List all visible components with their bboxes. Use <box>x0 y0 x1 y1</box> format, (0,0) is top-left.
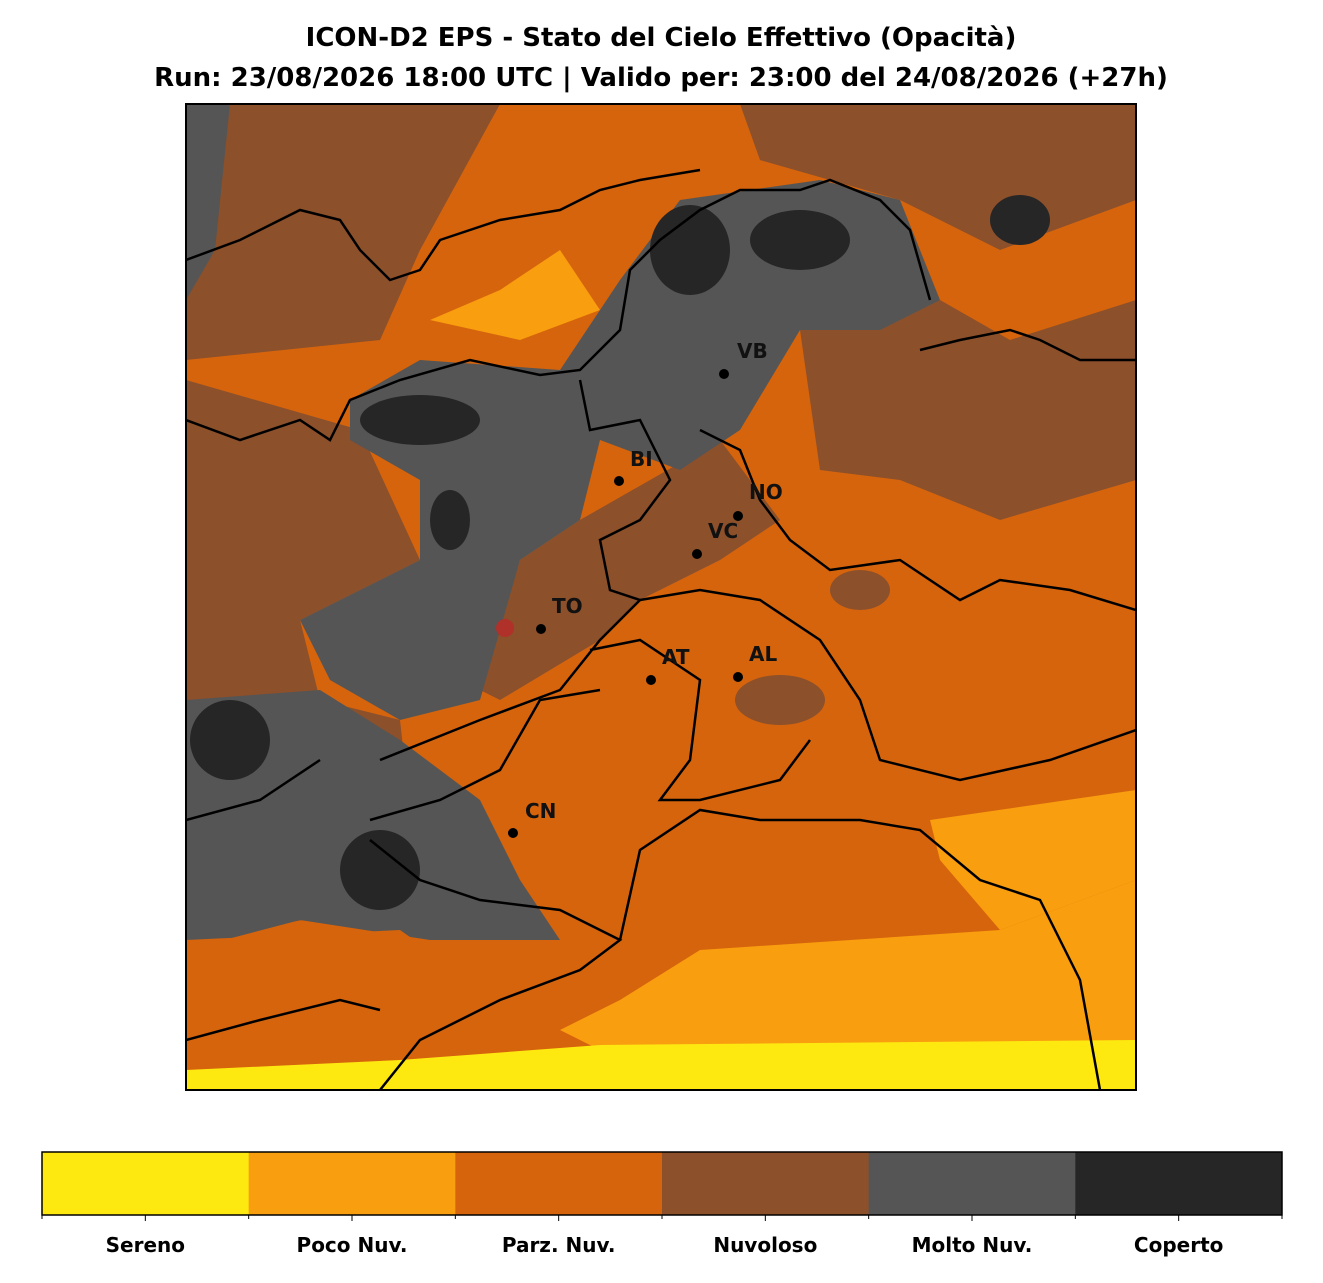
legend-label: Sereno <box>106 1233 185 1257</box>
city-label: TO <box>552 594 583 618</box>
legend-swatch <box>662 1152 870 1215</box>
legend-label: Parz. Nuv. <box>502 1233 616 1257</box>
legend-frame <box>41 1151 1283 1216</box>
legend-swatch <box>248 1152 456 1215</box>
subtitle: Run: 23/08/2026 18:00 UTC | Valido per: … <box>154 63 1168 93</box>
title: ICON-D2 EPS - Stato del Cielo Effettivo … <box>306 23 1017 53</box>
marker <box>496 619 514 637</box>
city-label: BI <box>630 447 653 471</box>
legend-swatch <box>868 1152 1076 1215</box>
borders <box>186 168 1136 1090</box>
map: VB BI NO VC TO AT AL CN <box>186 104 1136 1090</box>
map-frame <box>185 103 1137 1091</box>
legend-swatch <box>455 1152 663 1215</box>
legend-swatch <box>42 1152 250 1215</box>
city-label: VB <box>737 339 768 363</box>
legend: Sereno Poco Nuv. Parz. Nuv. Nuvoloso Molto N… <box>41 1151 1283 1257</box>
city-label: VC <box>708 519 738 543</box>
legend-label: Molto Nuv. <box>912 1233 1033 1257</box>
city-label: AL <box>749 642 777 666</box>
city-label: AT <box>662 645 690 669</box>
legend-swatch <box>1075 1152 1283 1215</box>
legend-label: Coperto <box>1134 1233 1223 1257</box>
legend-label: Nuvoloso <box>713 1233 817 1257</box>
city-label: CN <box>525 799 556 823</box>
city-dots <box>508 369 743 838</box>
legend-label: Poco Nuv. <box>297 1233 408 1257</box>
city-label: NO <box>749 480 783 504</box>
